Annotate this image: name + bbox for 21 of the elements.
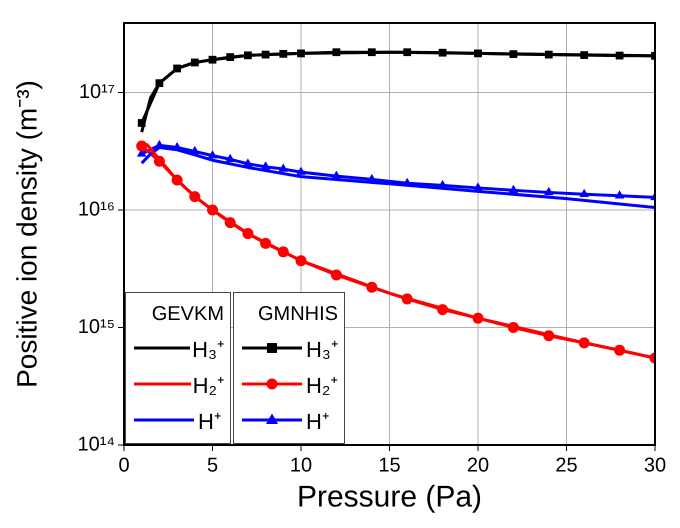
x-tick-label: 15 bbox=[378, 454, 401, 477]
y-tick-label: 10¹⁴ bbox=[78, 434, 115, 456]
annotation: GEVKM bbox=[150, 303, 224, 326]
legend-label: H₂⁺ bbox=[192, 372, 224, 399]
annotation: GMNHIS bbox=[257, 303, 338, 326]
x-tick-label: 0 bbox=[118, 454, 130, 477]
legend-label: H₃⁺ bbox=[192, 336, 224, 363]
x-tick-label: 30 bbox=[644, 454, 666, 477]
y-tick-label: 10¹⁵ bbox=[78, 316, 115, 338]
y-tick-label: 10¹⁷ bbox=[78, 80, 115, 103]
x-tick-label: 10 bbox=[290, 454, 312, 477]
x-tick-label: 5 bbox=[206, 454, 218, 477]
y-tick-label: 10¹⁶ bbox=[78, 198, 115, 220]
x-axis-title: Pressure (Pa) bbox=[296, 480, 482, 514]
legend-label: H⁺ bbox=[198, 408, 221, 435]
legend-label: H₂⁺ bbox=[306, 372, 338, 399]
legend-label: H₃⁺ bbox=[306, 336, 338, 363]
x-tick-label: 20 bbox=[466, 454, 490, 477]
legend-label: H⁺ bbox=[306, 408, 329, 435]
y-axis-title: Positive ion density (m⁻³) bbox=[12, 80, 43, 388]
x-tick-label: 25 bbox=[555, 454, 578, 477]
